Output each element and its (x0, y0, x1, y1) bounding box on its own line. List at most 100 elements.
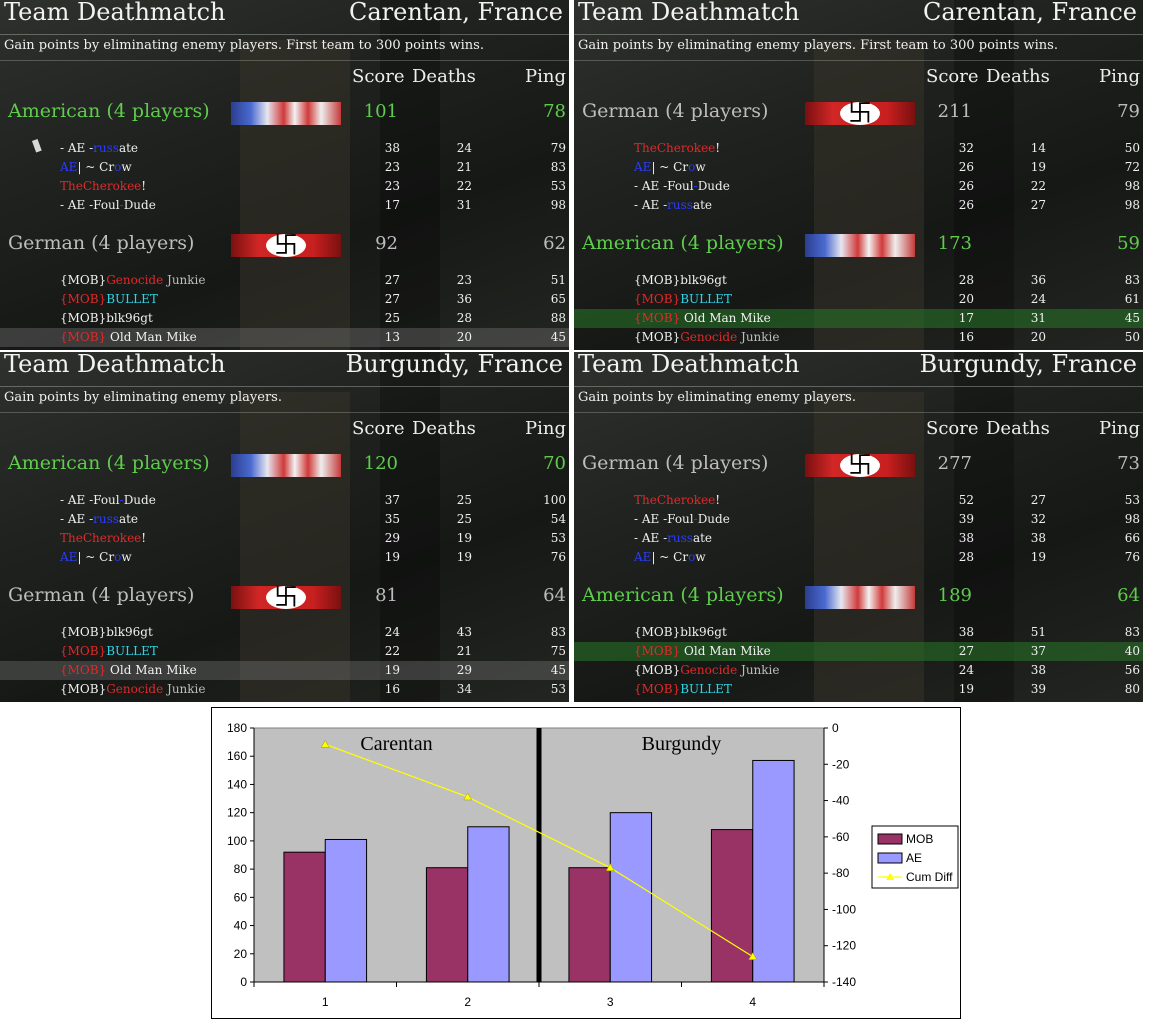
y2-tick-label: -140 (832, 975, 856, 989)
player-name: - AE -russate (60, 141, 138, 155)
player-name: {MOB}blk96gt (634, 273, 727, 287)
player-row[interactable]: {MOB}Genocide Junkie 27 23 51 (0, 271, 569, 290)
player-row[interactable]: {MOB} Old Man Mike 19 29 45 (0, 661, 569, 680)
bar-ae (467, 826, 510, 983)
player-name-part: Genocide (106, 682, 164, 696)
mode-description: Gain points by eliminating enemy players… (578, 390, 856, 405)
player-ping: 53 (550, 682, 566, 696)
player-row[interactable]: - AE -Foul-Dude 37 25 100 (0, 491, 569, 510)
player-deaths: 22 (456, 179, 472, 193)
player-name-part: ! (141, 531, 147, 545)
player-ping: 40 (1124, 644, 1140, 658)
player-row[interactable]: {MOB}blk96gt 25 28 88 (0, 309, 569, 328)
player-name-part: {MOB} (634, 311, 681, 325)
bar-ae (752, 759, 795, 983)
player-row[interactable]: - AE -Foul-Dude 39 32 98 (574, 510, 1143, 529)
team-ping: 70 (543, 453, 566, 474)
player-name-part: Dude (123, 198, 156, 212)
player-ping: 45 (550, 663, 566, 677)
player-row[interactable]: {MOB}Genocide Junkie 16 34 53 (0, 680, 569, 699)
player-name: AE| ~ Crow (60, 160, 132, 174)
player-ping: 72 (1124, 160, 1140, 174)
map-name: Carentan, France (922, 0, 1137, 26)
player-row[interactable]: {MOB}blk96gt 24 43 83 (0, 623, 569, 642)
player-deaths: 14 (1030, 141, 1046, 155)
player-row[interactable]: TheCherokee! 32 14 50 (574, 139, 1143, 158)
player-ping: 66 (1124, 531, 1140, 545)
player-ping: 98 (550, 198, 566, 212)
legend-swatch-ae (877, 852, 903, 864)
player-score: 24 (958, 663, 974, 677)
player-row[interactable]: {MOB} Old Man Mike 17 31 45 (574, 309, 1143, 328)
player-row[interactable]: {MOB}blk96gt 28 36 83 (574, 271, 1143, 290)
player-score: 28 (958, 273, 974, 287)
player-ping: 75 (550, 644, 566, 658)
legend-label: AE (906, 851, 922, 865)
cum-diff-line (325, 743, 754, 958)
player-ping: 54 (550, 512, 566, 526)
map-name: Carentan, France (348, 0, 563, 26)
chart: 0 20 40 60 80 100 120 140 160 180 0 -20 -40 -60 -80 -10… (211, 707, 961, 1019)
player-row[interactable]: - AE -Foul-Dude 26 22 98 (574, 177, 1143, 196)
player-name-part: BULLET (106, 644, 158, 658)
player-name-part: Genocide (680, 663, 738, 677)
player-name-part: o (114, 160, 122, 174)
team-name: American (4 players) (8, 452, 210, 474)
y-tick-label: 120 (227, 806, 247, 820)
player-name-part: russ (93, 512, 119, 526)
player-name: {MOB}BULLET (60, 292, 158, 306)
player-row[interactable]: {MOB}BULLET 22 21 75 (0, 642, 569, 661)
player-row[interactable]: AE| ~ Crow 26 19 72 (574, 158, 1143, 177)
player-row[interactable]: {MOB}BULLET 20 24 61 (574, 290, 1143, 309)
player-deaths: 21 (456, 644, 472, 658)
player-ping: 45 (1124, 311, 1140, 325)
scoreboard-panel: Team Deathmatch Burgundy, France Gain poin… (0, 352, 569, 702)
player-deaths: 43 (456, 625, 472, 639)
x-tick-label: 4 (749, 995, 756, 1009)
player-deaths: 28 (456, 311, 472, 325)
player-ping: 88 (550, 311, 566, 325)
player-ping: 98 (1124, 179, 1140, 193)
player-name-part: Old Man Mike (106, 330, 197, 344)
player-row[interactable]: TheCherokee! 29 19 53 (0, 529, 569, 548)
player-name: - AE -Foul-Dude (60, 198, 156, 212)
german-flag-icon: 卐 (231, 583, 341, 611)
player-name: - AE -russate (634, 531, 712, 545)
player-name-part: - (119, 198, 124, 212)
us-flag-icon (231, 454, 341, 477)
player-row[interactable]: {MOB} Old Man Mike 27 37 40 (574, 642, 1143, 661)
player-deaths: 24 (456, 141, 472, 155)
player-row[interactable]: {MOB}blk96gt 38 51 83 (574, 623, 1143, 642)
bar-mob (425, 867, 469, 983)
player-row[interactable]: - AE -Foul-Dude 17 31 98 (0, 196, 569, 215)
player-score: 19 (384, 550, 400, 564)
player-row[interactable]: TheCherokee! 52 27 53 (574, 491, 1143, 510)
player-score: 38 (958, 625, 974, 639)
scoreboard-header: Team Deathmatch Burgundy, France (0, 352, 569, 387)
player-row[interactable]: TheCherokee! 23 22 53 (0, 177, 569, 196)
player-name: - AE -russate (60, 512, 138, 526)
player-row[interactable]: {MOB} Old Man Mike 13 20 45 (0, 328, 569, 347)
player-row[interactable]: - AE -russate 26 27 98 (574, 196, 1143, 215)
player-row[interactable]: {MOB}Genocide Junkie 16 20 50 (574, 328, 1143, 347)
player-name: AE| ~ Crow (634, 550, 706, 564)
player-row[interactable]: {MOB}BULLET 19 39 80 (574, 680, 1143, 699)
player-row[interactable]: - AE -russate 38 38 66 (574, 529, 1143, 548)
scoreboard-header: Team Deathmatch Burgundy, France (574, 352, 1143, 387)
player-row[interactable]: {MOB}Genocide Junkie 24 38 56 (574, 661, 1143, 680)
player-name-part: {MOB} (60, 292, 107, 306)
player-row[interactable]: {MOB}BULLET 27 36 65 (0, 290, 569, 309)
player-row[interactable]: AE| ~ Crow 23 21 83 (0, 158, 569, 177)
player-name-part: o (688, 550, 696, 564)
player-name-part: | ~ Cr (77, 160, 115, 174)
player-row[interactable]: - AE -russate 35 25 54 (0, 510, 569, 529)
player-score: 26 (958, 198, 974, 212)
player-row[interactable]: AE| ~ Crow 19 19 76 (0, 548, 569, 567)
player-row[interactable]: ▮ - AE -russate 38 24 79 (0, 134, 569, 158)
player-row[interactable]: AE| ~ Crow 28 19 76 (574, 548, 1143, 567)
player-score: 23 (384, 179, 400, 193)
player-name-part: - AE -Foul (60, 198, 120, 212)
player-score: 17 (958, 311, 974, 325)
player-name-part: Old Man Mike (680, 311, 771, 325)
player-score: 25 (384, 311, 400, 325)
